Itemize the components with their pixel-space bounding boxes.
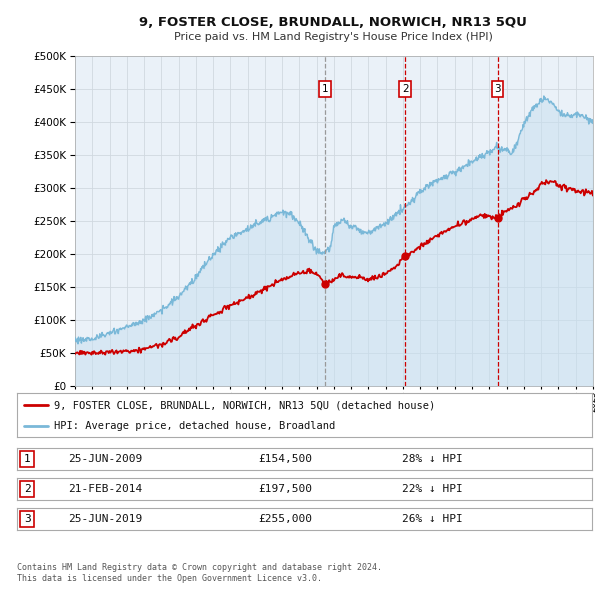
Text: 22% ↓ HPI: 22% ↓ HPI <box>402 484 463 494</box>
Text: 21-FEB-2014: 21-FEB-2014 <box>68 484 143 494</box>
Text: This data is licensed under the Open Government Licence v3.0.: This data is licensed under the Open Gov… <box>17 573 322 583</box>
Text: 3: 3 <box>494 84 501 94</box>
Text: 2: 2 <box>24 484 31 494</box>
Text: Price paid vs. HM Land Registry's House Price Index (HPI): Price paid vs. HM Land Registry's House … <box>173 32 493 41</box>
Text: 9, FOSTER CLOSE, BRUNDALL, NORWICH, NR13 5QU (detached house): 9, FOSTER CLOSE, BRUNDALL, NORWICH, NR13… <box>54 400 436 410</box>
Text: 9, FOSTER CLOSE, BRUNDALL, NORWICH, NR13 5QU: 9, FOSTER CLOSE, BRUNDALL, NORWICH, NR13… <box>139 16 527 29</box>
Text: Contains HM Land Registry data © Crown copyright and database right 2024.: Contains HM Land Registry data © Crown c… <box>17 563 382 572</box>
Text: HPI: Average price, detached house, Broadland: HPI: Average price, detached house, Broa… <box>54 421 335 431</box>
Text: 25-JUN-2019: 25-JUN-2019 <box>68 514 143 524</box>
Text: 28% ↓ HPI: 28% ↓ HPI <box>402 454 463 464</box>
Text: £197,500: £197,500 <box>258 484 312 494</box>
Text: 26% ↓ HPI: 26% ↓ HPI <box>402 514 463 524</box>
Text: 1: 1 <box>322 84 328 94</box>
Text: £255,000: £255,000 <box>258 514 312 524</box>
Text: £154,500: £154,500 <box>258 454 312 464</box>
Text: 1: 1 <box>24 454 31 464</box>
Text: 2: 2 <box>402 84 409 94</box>
Text: 25-JUN-2009: 25-JUN-2009 <box>68 454 143 464</box>
Text: 3: 3 <box>24 514 31 524</box>
